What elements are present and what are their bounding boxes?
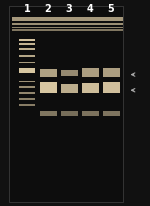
Bar — [61, 111, 78, 116]
Bar — [19, 86, 35, 88]
Bar — [103, 111, 120, 116]
Bar — [40, 111, 57, 116]
Bar — [103, 68, 120, 77]
Bar — [61, 70, 78, 76]
Bar — [40, 69, 57, 77]
Bar — [19, 104, 35, 106]
Bar — [12, 23, 123, 25]
Bar — [19, 62, 35, 63]
Text: 3: 3 — [66, 4, 72, 14]
Bar — [103, 82, 120, 93]
Bar — [19, 98, 35, 100]
Bar — [40, 82, 57, 93]
Bar — [19, 55, 35, 57]
Text: 2: 2 — [45, 4, 51, 14]
Bar — [19, 92, 35, 94]
Bar — [61, 84, 78, 93]
Bar — [82, 111, 99, 116]
Bar — [19, 81, 35, 82]
Bar — [12, 17, 123, 21]
Bar — [82, 68, 99, 77]
Bar — [12, 27, 123, 28]
Bar — [9, 6, 123, 202]
Bar — [12, 29, 123, 31]
Text: 5: 5 — [108, 4, 114, 14]
Bar — [19, 48, 35, 50]
Bar — [19, 68, 35, 73]
Text: 4: 4 — [87, 4, 93, 14]
Bar — [19, 43, 35, 45]
Text: 1: 1 — [24, 4, 30, 14]
Bar — [82, 83, 99, 93]
Bar — [19, 39, 35, 41]
